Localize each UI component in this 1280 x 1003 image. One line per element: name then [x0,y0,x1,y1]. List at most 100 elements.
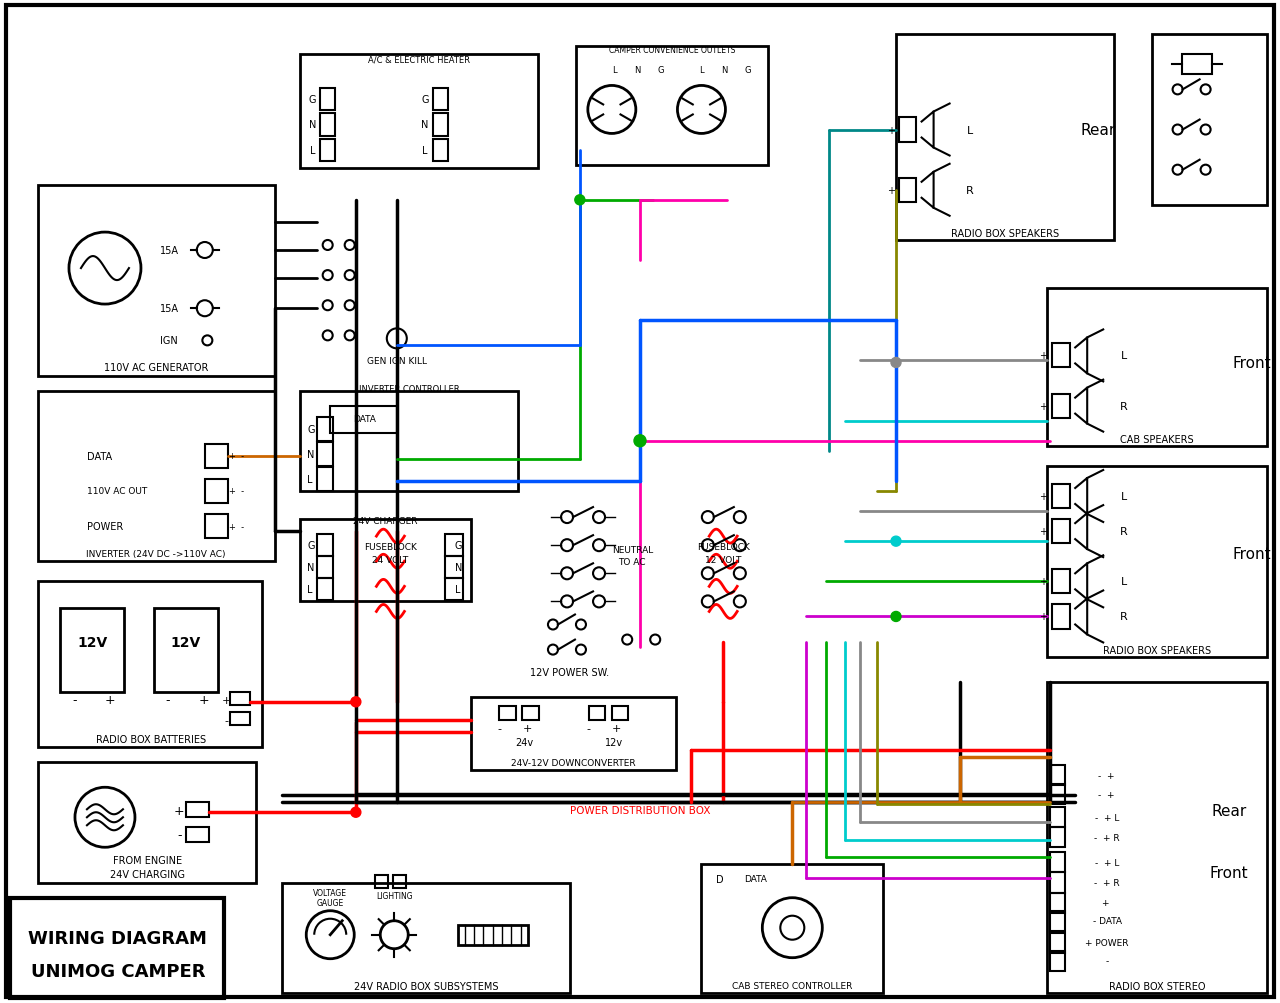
Text: L: L [307,585,312,595]
Text: L: L [307,474,312,484]
Bar [300,391,518,491]
Bar [38,582,262,747]
Text: VOLTAGE
GAUGE: VOLTAGE GAUGE [314,888,347,908]
Bar [1052,394,1070,418]
Text: -  + R: - + R [1094,833,1120,842]
Text: L: L [699,66,704,74]
Bar [1052,570,1070,594]
Bar [230,692,250,705]
Bar [896,35,1114,241]
Text: -: - [1106,957,1108,965]
Bar [205,515,228,539]
Bar [433,139,448,161]
Circle shape [891,537,901,547]
Text: 15A: 15A [160,246,179,256]
Text: -  + L: - + L [1094,859,1120,867]
Text: CAMPER CONVENIENCE OUTLETS: CAMPER CONVENIENCE OUTLETS [609,46,735,54]
Bar [899,118,916,142]
Text: +: + [198,693,209,706]
Bar [317,579,333,601]
Bar [320,139,335,161]
Bar [1050,893,1065,913]
Text: G: G [421,95,429,105]
Bar [320,89,335,111]
Bar [445,579,463,601]
Text: N: N [307,449,315,459]
Text: RADIO BOX SPEAKERS: RADIO BOX SPEAKERS [1103,645,1211,655]
Text: RADIO BOX STEREO: RADIO BOX STEREO [1108,981,1206,991]
Text: 110V AC OUT: 110V AC OUT [87,487,147,495]
Text: LIGHTING: LIGHTING [376,892,412,900]
Text: 24V-12V DOWNCONVERTER: 24V-12V DOWNCONVERTER [511,758,636,766]
Text: 24V CHARGING: 24V CHARGING [110,870,184,880]
Text: Front: Front [1233,547,1271,561]
Bar [445,557,463,579]
Bar [499,706,516,720]
Bar [317,557,333,579]
Text: R: R [1120,612,1128,622]
Text: L: L [1121,491,1126,502]
Text: 24V RADIO BOX SUBSYSTEMS: 24V RADIO BOX SUBSYSTEMS [355,981,498,991]
Circle shape [891,358,901,368]
Text: N: N [722,66,727,74]
Text: L: L [456,585,461,595]
Text: -: - [165,693,170,706]
Text: +: + [1039,527,1047,537]
Circle shape [891,612,901,622]
Text: GEN IGN KILL: GEN IGN KILL [367,357,426,365]
Text: +: + [522,723,532,733]
Bar [433,89,448,111]
Text: POWER: POWER [87,522,123,532]
Bar [38,186,275,376]
Bar [433,114,448,136]
Text: DATA: DATA [744,875,767,883]
Bar [205,444,228,468]
Text: POWER DISTRIBUTION BOX: POWER DISTRIBUTION BOX [570,805,710,815]
Text: NEUTRAL: NEUTRAL [612,546,653,554]
Text: +: + [887,186,895,196]
Text: -  +: - + [1097,790,1117,798]
Circle shape [351,697,361,707]
Text: 12v: 12v [605,737,623,747]
Text: G: G [307,424,315,434]
Bar [701,865,883,993]
Bar [1052,605,1070,629]
Text: +: + [105,693,115,706]
Bar [186,827,209,843]
Bar [589,706,605,720]
Text: +  -: + - [229,487,244,495]
Bar [1152,35,1267,206]
Text: DATA: DATA [353,415,376,423]
Text: 12V: 12V [170,635,201,649]
Circle shape [634,435,646,447]
Bar [60,608,124,692]
Bar [320,114,335,136]
Bar [186,802,209,817]
Bar [471,697,676,770]
Text: INVERTER CONTROLLER: INVERTER CONTROLLER [360,385,460,393]
Bar [1052,520,1070,544]
Bar [1050,784,1065,804]
Text: +: + [1039,401,1047,411]
Text: +: + [612,723,622,733]
Bar [38,762,256,883]
Text: A/C & ELECTRIC HEATER: A/C & ELECTRIC HEATER [367,56,470,64]
Bar [445,535,463,557]
Bar [522,706,539,720]
Text: N: N [454,563,462,573]
Text: - DATA: - DATA [1093,917,1121,925]
Text: L: L [310,145,315,155]
Bar [330,406,397,433]
Bar [1050,951,1065,971]
Text: +  -: + - [229,523,244,531]
Text: TO AC: TO AC [618,558,646,566]
Text: N: N [421,120,429,130]
Bar [230,712,250,725]
Text: +  -: + - [229,452,244,460]
Text: 12V: 12V [77,635,108,649]
Text: G: G [308,95,316,105]
Text: FUSEBLOCK: FUSEBLOCK [696,543,750,551]
Text: UNIMOG CAMPER: UNIMOG CAMPER [31,962,205,980]
Bar [317,417,333,441]
Bar [282,883,570,993]
